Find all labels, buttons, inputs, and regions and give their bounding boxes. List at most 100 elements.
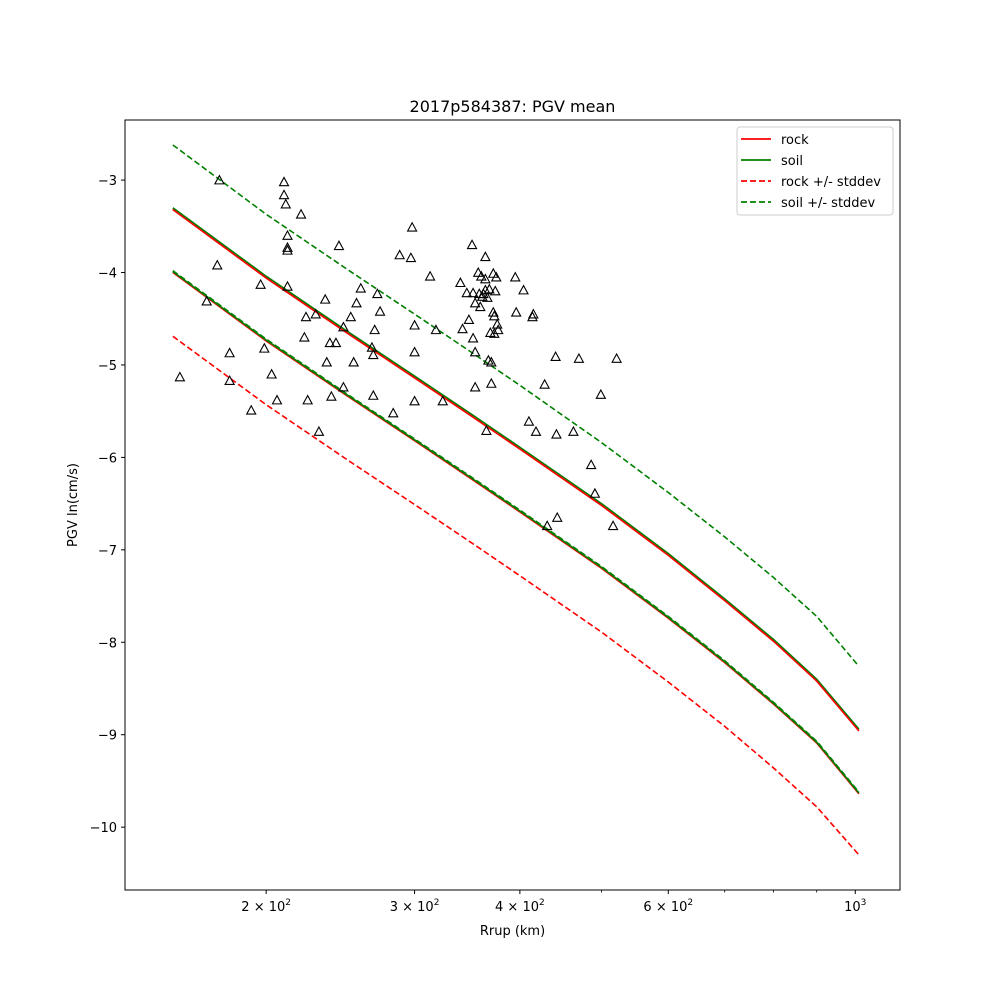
data-point-marker <box>300 311 312 322</box>
data-point-marker <box>374 305 386 316</box>
data-point-marker <box>509 271 521 282</box>
data-point-marker <box>348 356 360 367</box>
data-point-marker <box>409 346 420 357</box>
data-point-marker <box>371 288 383 299</box>
data-point-marker <box>282 280 293 291</box>
legend-label: rock <box>781 133 809 148</box>
data-point-marker <box>479 273 491 284</box>
observations-layer <box>174 174 623 531</box>
data-point-marker <box>551 511 563 522</box>
data-point-marker <box>607 520 619 531</box>
data-point-marker <box>539 378 551 389</box>
data-point-marker <box>492 324 504 335</box>
data-point-marker <box>337 321 349 332</box>
data-point-marker <box>213 174 225 185</box>
data-point-marker <box>266 368 278 379</box>
data-point-marker <box>405 252 417 263</box>
data-point-marker <box>295 208 307 219</box>
data-point-marker <box>530 425 542 436</box>
data-point-marker <box>490 271 502 282</box>
data-point-marker <box>345 311 357 322</box>
data-point-marker <box>469 297 481 308</box>
data-point-marker <box>245 404 257 415</box>
x-tick-label: 2 × 102 <box>241 898 291 915</box>
data-point-marker <box>406 221 418 232</box>
y-tick-label: −3 <box>98 174 117 189</box>
data-point-marker <box>466 239 478 250</box>
legend-box <box>736 126 894 216</box>
curve-rock-lower <box>172 335 860 856</box>
y-tick-label: −4 <box>98 267 117 282</box>
data-point-marker <box>409 395 420 406</box>
data-point-marker <box>480 424 492 435</box>
data-point-marker <box>475 270 487 281</box>
data-point-marker <box>479 251 491 262</box>
data-point-marker <box>258 342 270 353</box>
data-point-marker <box>550 350 562 361</box>
legend-label: soil <box>781 154 803 169</box>
data-point-marker <box>595 388 607 399</box>
data-point-marker <box>282 241 293 252</box>
curve-rock-mean <box>172 209 860 732</box>
data-point-marker <box>271 394 283 405</box>
data-point-marker <box>325 390 337 401</box>
y-tick-label: −9 <box>98 729 117 744</box>
data-point-marker <box>437 395 449 406</box>
data-point-marker <box>278 189 290 200</box>
data-point-marker <box>278 176 290 187</box>
data-point-marker <box>550 428 562 439</box>
data-point-marker <box>488 310 500 321</box>
data-point-marker <box>313 425 325 436</box>
data-point-marker <box>321 356 333 367</box>
data-point-marker <box>487 306 499 317</box>
data-point-marker <box>611 352 623 363</box>
data-point-marker <box>457 323 468 334</box>
data-point-marker <box>541 520 553 531</box>
data-point-marker <box>527 308 539 319</box>
data-point-marker <box>467 287 479 298</box>
data-point-marker <box>469 346 481 357</box>
data-point-marker <box>467 332 479 343</box>
data-point-marker <box>461 287 473 298</box>
data-point-marker <box>280 198 292 209</box>
y-tick-label: −8 <box>98 636 117 651</box>
data-point-marker <box>255 278 267 289</box>
data-point-marker <box>567 425 579 436</box>
legend-label: soil +/- stddev <box>781 196 876 211</box>
data-point-marker <box>282 229 293 240</box>
y-tick-label: −7 <box>98 544 117 559</box>
y-tick-label: −10 <box>90 821 117 836</box>
curve-soil-upper-mean <box>172 207 860 730</box>
data-point-marker <box>211 259 223 270</box>
data-point-marker <box>298 331 310 342</box>
data-point-marker <box>351 297 362 308</box>
legend: rock soil rock +/- stddev soil +/- stddev <box>736 126 894 216</box>
data-point-marker <box>485 377 497 388</box>
x-tick-label: 3 × 102 <box>390 898 440 915</box>
data-point-marker <box>367 389 379 400</box>
data-point-marker <box>224 347 236 358</box>
data-point-marker <box>483 283 495 294</box>
x-tick-label: 6 × 102 <box>643 898 693 915</box>
data-point-marker <box>463 314 475 325</box>
data-point-marker <box>369 324 381 335</box>
data-point-marker <box>489 285 501 296</box>
data-point-marker <box>585 459 597 470</box>
data-point-marker <box>485 356 497 367</box>
chart-title: 2017p584387: PGV mean <box>410 97 616 116</box>
data-point-marker <box>424 270 436 281</box>
data-point-marker <box>454 277 466 288</box>
data-point-marker <box>479 284 491 295</box>
data-point-marker <box>469 381 481 392</box>
y-tick-label: −5 <box>98 359 117 374</box>
data-point-marker <box>518 284 529 295</box>
curve-soil-lower <box>172 270 860 793</box>
legend-label: rock +/- stddev <box>781 175 881 190</box>
data-point-marker <box>573 352 585 363</box>
x-axis-label: Rrup (km) <box>480 924 545 939</box>
data-point-marker <box>523 415 535 426</box>
data-point-marker <box>224 375 236 386</box>
x-tick-label: 4 × 102 <box>495 898 545 915</box>
data-point-marker <box>367 349 379 360</box>
